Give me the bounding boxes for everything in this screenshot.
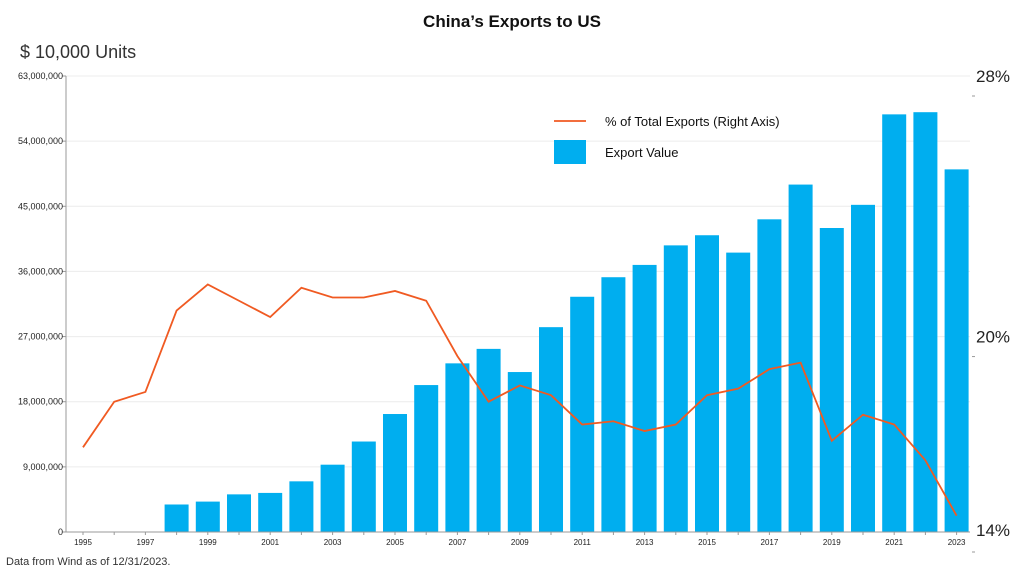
bar: [726, 252, 751, 532]
bar: [195, 501, 220, 532]
axes: 0 9,000,000 18,000,000 27,000,000 36,000,000…: [18, 67, 1010, 553]
bar: [570, 296, 595, 532]
bar: [383, 414, 407, 532]
y-tick-label: 36,000,000: [18, 266, 63, 276]
y2-tick-label: 20%: [976, 328, 1010, 347]
x-tick-label: 2023: [948, 538, 966, 547]
legend-bar-swatch: [554, 140, 586, 164]
bar: [601, 277, 626, 532]
bar: [320, 464, 345, 532]
source-note: Data from Wind as of 12/31/2023.: [6, 556, 171, 568]
line-series: [82, 283, 958, 517]
bar: [289, 481, 314, 532]
bar: [476, 348, 501, 532]
x-tick-label: 2001: [261, 538, 279, 547]
x-tick-label: 2013: [636, 538, 654, 547]
bar: [913, 112, 938, 532]
y-tick-label: 0: [58, 527, 63, 537]
bar: [539, 327, 563, 532]
x-tick-label: 2019: [823, 538, 841, 547]
x-tick-label: 1999: [199, 538, 217, 547]
y-tick-label: 63,000,000: [18, 71, 63, 81]
bar: [788, 184, 813, 533]
x-tick-label: 2017: [761, 538, 779, 547]
bar: [663, 245, 688, 532]
legend: % of Total Exports (Right Axis) Export V…: [554, 114, 780, 164]
legend-line-label: % of Total Exports (Right Axis): [605, 114, 780, 129]
legend-bar-label: Export Value: [605, 145, 678, 160]
y-axis-unit-label: $ 10,000 Units: [20, 42, 137, 62]
bar: [819, 228, 844, 532]
y2-tick-label: 14%: [976, 521, 1010, 540]
x-tick-label: 2007: [449, 538, 467, 547]
x-tick-label: 1995: [74, 538, 92, 547]
line-path: [82, 283, 958, 517]
x-tick-label: 2005: [386, 538, 404, 547]
x-tick-label: 2011: [574, 538, 592, 547]
x-tick-label: 2015: [698, 538, 716, 547]
bar: [882, 114, 907, 532]
y-tick-label: 27,000,000: [18, 332, 63, 342]
bar: [351, 441, 376, 532]
y2-tick-label: 28%: [976, 67, 1010, 86]
bar: [445, 363, 470, 532]
bar: [695, 235, 719, 532]
y-tick-label: 9,000,000: [23, 462, 63, 472]
bar: [414, 385, 439, 532]
bar: [227, 494, 251, 532]
chart-title: China’s Exports to US: [423, 12, 601, 31]
y-tick-label: 54,000,000: [18, 136, 63, 146]
y-tick-label: 18,000,000: [18, 397, 63, 407]
bar: [944, 169, 969, 532]
bar: [851, 204, 875, 533]
bar: [632, 264, 657, 532]
x-tick-label: 1997: [137, 538, 155, 547]
bar: [507, 372, 532, 532]
bar: [164, 504, 189, 532]
x-tick-label: 2021: [885, 538, 903, 547]
x-tick-label: 2009: [511, 538, 529, 547]
bar: [258, 492, 283, 532]
x-tick-label: 2003: [324, 538, 342, 547]
y-tick-label: 45,000,000: [18, 201, 63, 211]
bar-series: [164, 112, 969, 533]
bar: [757, 219, 782, 533]
